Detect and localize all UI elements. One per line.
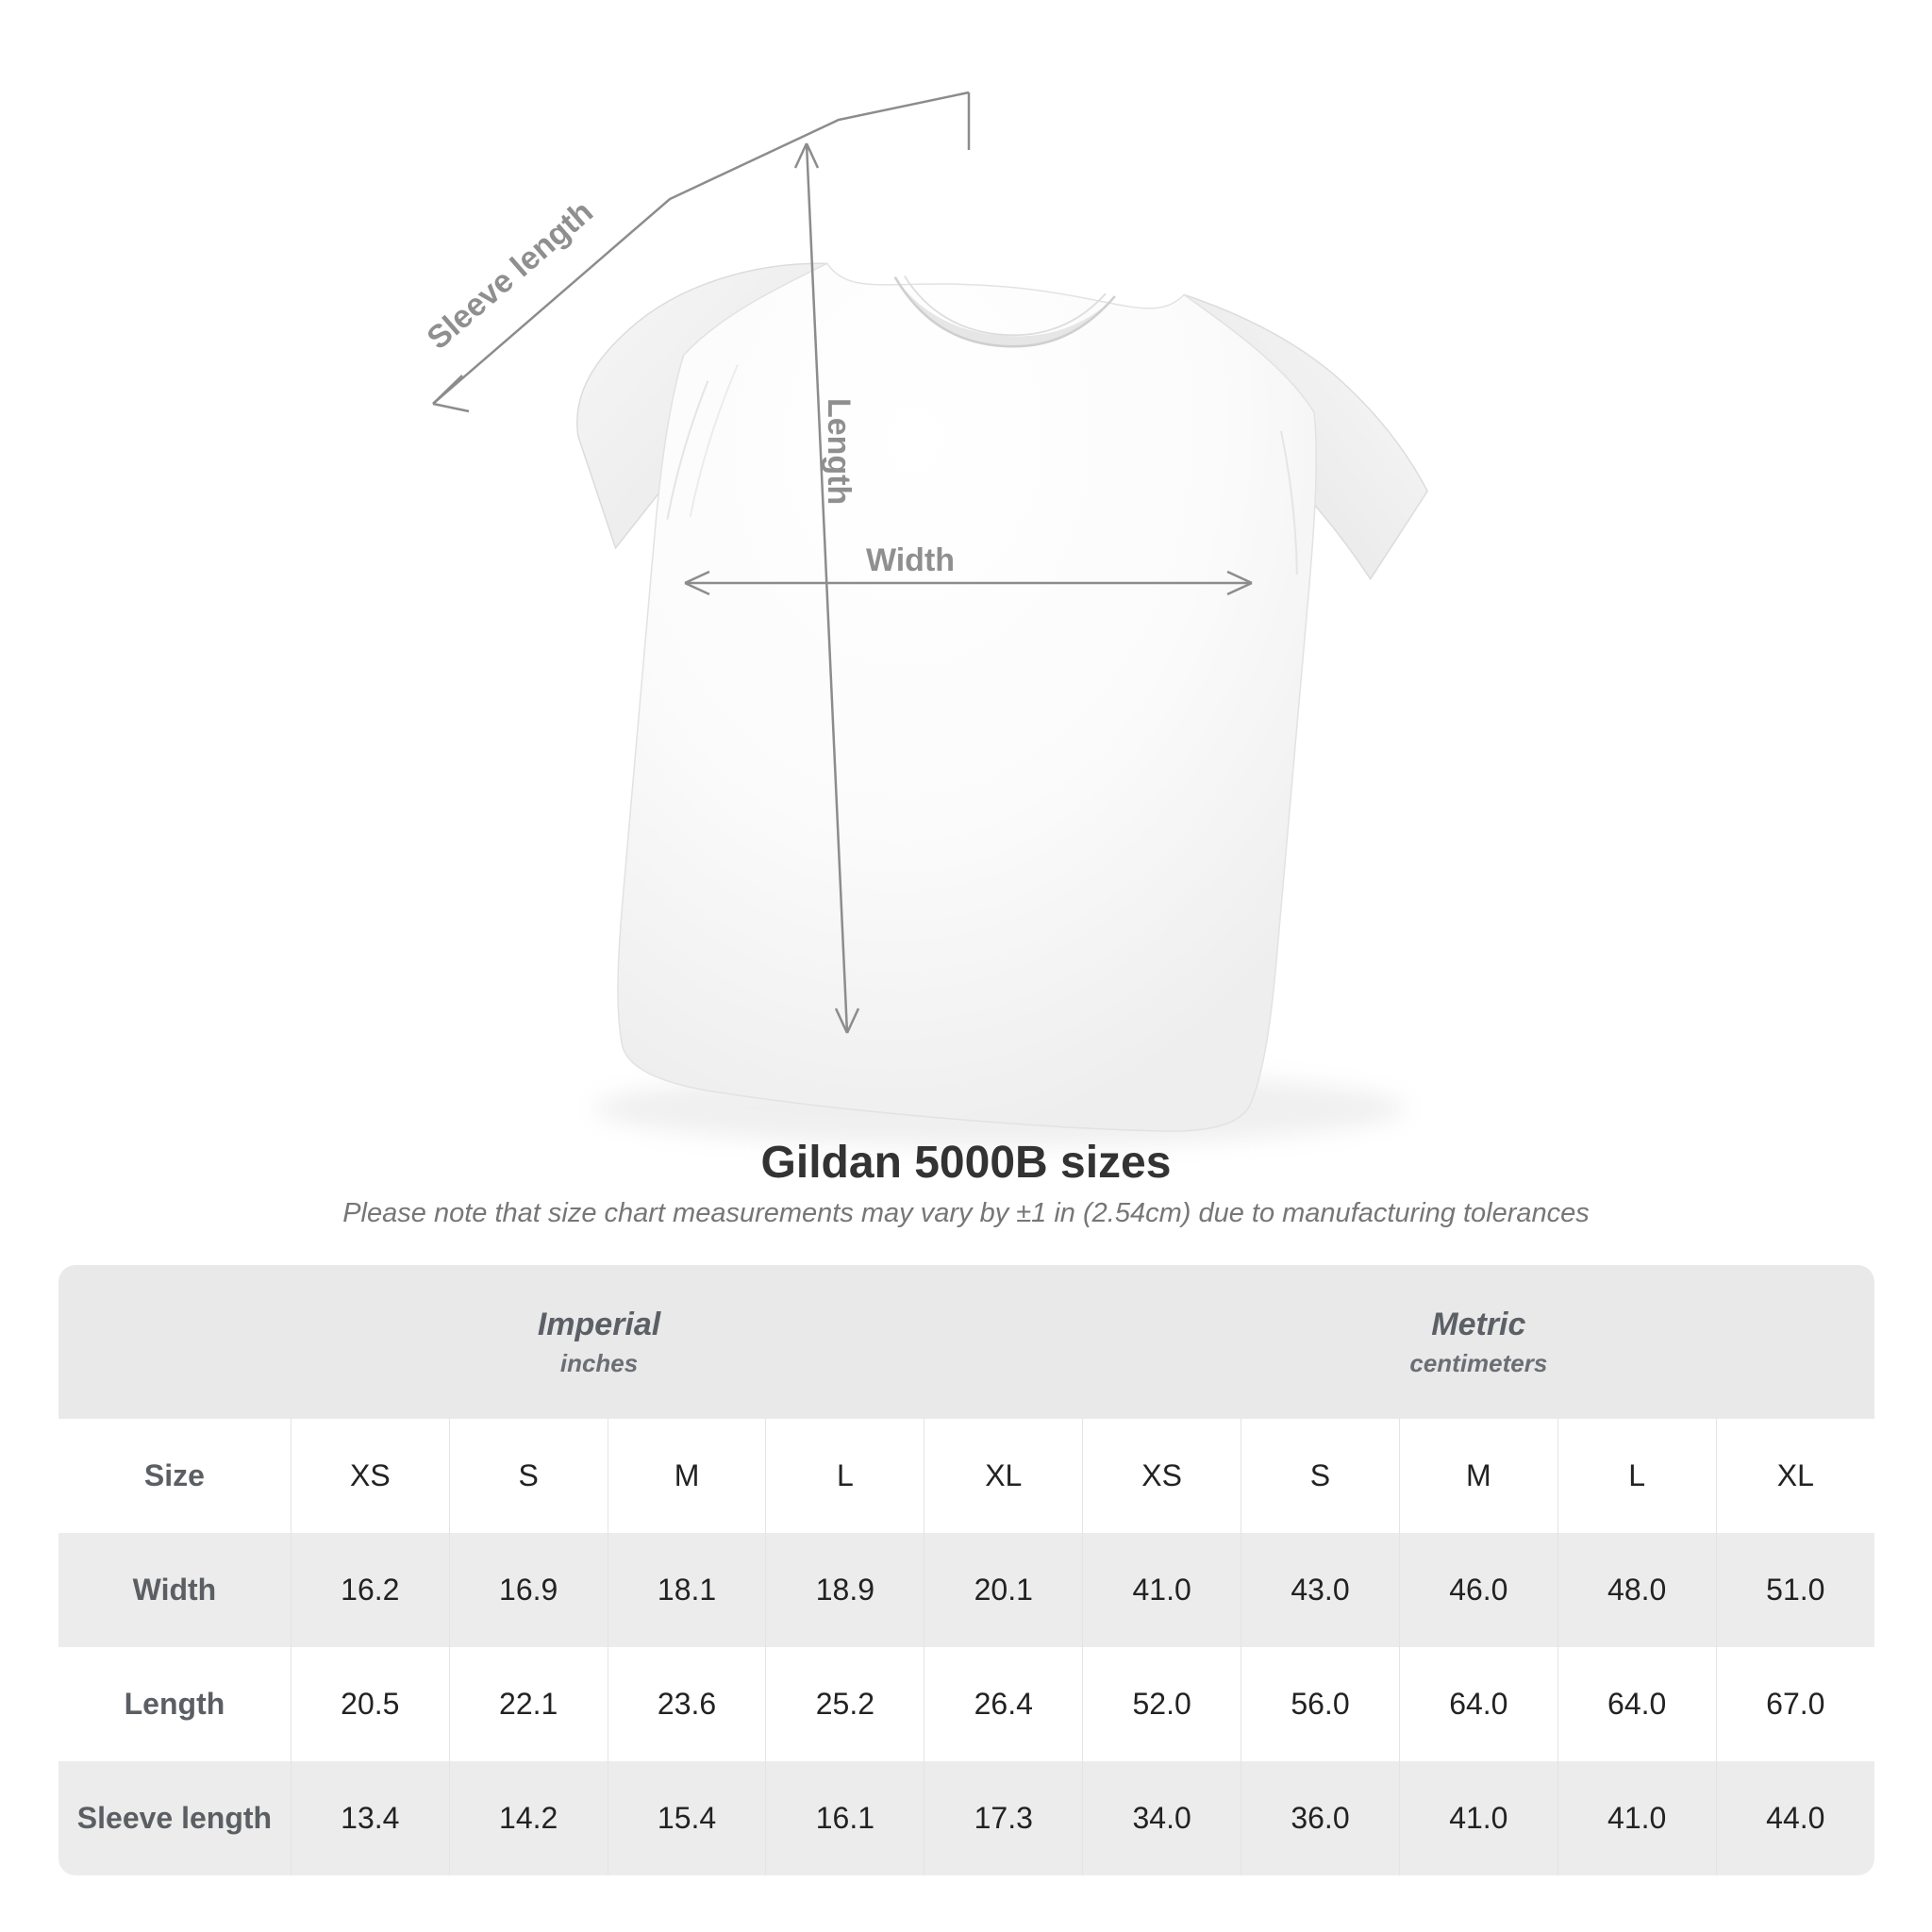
svg-text:Width: Width (866, 542, 955, 578)
svg-text:Gildan 5000B sizes: Gildan 5000B sizes (761, 1138, 1172, 1188)
svg-text:Length: Length (821, 398, 857, 505)
svg-text:Sleeve length: Sleeve length (421, 193, 600, 356)
svg-text:Please note that size chart me: Please note that size chart measurements… (342, 1198, 1590, 1228)
